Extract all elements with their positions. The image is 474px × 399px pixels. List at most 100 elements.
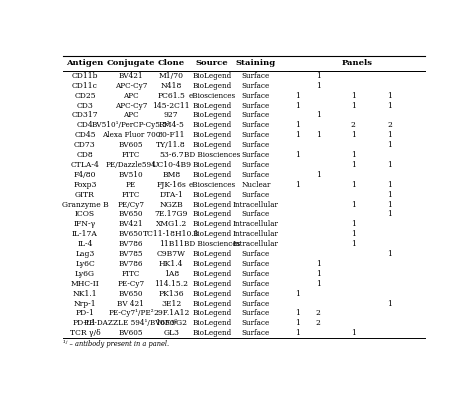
Text: GL3: GL3 [163,329,179,337]
Text: 1: 1 [316,82,321,90]
Text: CD4: CD4 [77,121,93,129]
Text: Surface: Surface [242,260,270,268]
Text: 7E.17G9: 7E.17G9 [155,210,188,219]
Text: NK1.1: NK1.1 [73,290,97,298]
Text: Alexa Fluor 700: Alexa Fluor 700 [102,131,160,139]
Text: Nuclear: Nuclear [241,181,271,189]
Text: BV510: BV510 [118,171,143,179]
Text: BV605: BV605 [118,141,143,149]
Text: BioLegend: BioLegend [192,230,231,238]
Text: Intracellular: Intracellular [233,201,279,209]
Text: 2: 2 [351,121,356,129]
Text: 53-6.7: 53-6.7 [159,151,183,159]
Text: BV 421: BV 421 [118,300,144,308]
Text: 1: 1 [351,151,356,159]
Text: Surface: Surface [242,329,270,337]
Text: 1: 1 [295,319,300,327]
Text: BV510¹/PerCP-Cy5.5²: BV510¹/PerCP-Cy5.5² [91,121,170,129]
Text: BioLegend: BioLegend [192,280,231,288]
Text: Intracellular: Intracellular [233,230,279,238]
Text: TC11-18H10.1: TC11-18H10.1 [143,230,200,238]
Text: 1: 1 [387,102,392,110]
Text: BioLegend: BioLegend [192,141,231,149]
Text: BioLegend: BioLegend [192,121,231,129]
Text: FJK-16s: FJK-16s [156,181,186,189]
Text: Surface: Surface [242,102,270,110]
Text: 1: 1 [351,102,356,110]
Text: 11B11: 11B11 [159,240,184,248]
Text: IFN-γ: IFN-γ [74,220,96,228]
Text: PC61.5: PC61.5 [157,92,185,100]
Text: 927: 927 [164,111,179,119]
Text: BioLegend: BioLegend [192,250,231,258]
Text: Surface: Surface [242,111,270,119]
Text: Foxp3: Foxp3 [73,181,97,189]
Text: 1: 1 [387,300,392,308]
Text: UC10-4B9: UC10-4B9 [151,161,191,169]
Text: C9B7W: C9B7W [157,250,186,258]
Text: 1: 1 [316,72,321,80]
Text: 1: 1 [387,201,392,209]
Text: BioLegend: BioLegend [192,111,231,119]
Text: Surface: Surface [242,210,270,219]
Text: BV421: BV421 [118,220,143,228]
Text: Intracellular: Intracellular [233,220,279,228]
Text: M1/70: M1/70 [159,72,184,80]
Text: PE/Dazzle594: PE/Dazzle594 [106,161,156,169]
Text: BioLegend: BioLegend [192,171,231,179]
Text: BioLegend: BioLegend [192,290,231,298]
Text: Ly6G: Ly6G [75,270,95,278]
Text: Surface: Surface [242,171,270,179]
Text: PE/Cy7: PE/Cy7 [118,201,145,209]
Text: 1: 1 [351,329,356,337]
Text: BioLegend: BioLegend [192,161,231,169]
Text: 1: 1 [316,171,321,179]
Text: 1: 1 [351,92,356,100]
Text: Surface: Surface [242,310,270,318]
Text: 1: 1 [316,260,321,268]
Text: Ly6C: Ly6C [75,260,95,268]
Text: 1: 1 [387,92,392,100]
Text: Surface: Surface [242,151,270,159]
Text: BD Biosciences: BD Biosciences [183,240,240,248]
Text: HK1.4: HK1.4 [159,260,183,268]
Text: Surface: Surface [242,191,270,199]
Text: 1: 1 [387,131,392,139]
Text: BioLegend: BioLegend [192,260,231,268]
Text: Surface: Surface [242,290,270,298]
Text: FITC: FITC [122,191,140,199]
Text: Surface: Surface [242,161,270,169]
Text: PE-Cy7: PE-Cy7 [118,280,145,288]
Text: 1: 1 [295,92,300,100]
Text: 1: 1 [387,191,392,199]
Text: 1: 1 [387,141,392,149]
Text: BM8: BM8 [162,171,181,179]
Text: 1: 1 [316,270,321,278]
Text: 114.15.2: 114.15.2 [155,280,188,288]
Text: BioLegend: BioLegend [192,310,231,318]
Text: 1: 1 [316,131,321,139]
Text: RM4-5: RM4-5 [158,121,184,129]
Text: 2: 2 [316,310,321,318]
Text: Surface: Surface [242,131,270,139]
Text: 1: 1 [295,121,300,129]
Text: 1: 1 [387,210,392,219]
Text: N418: N418 [161,82,182,90]
Text: 1A8: 1A8 [164,270,179,278]
Text: 1: 1 [295,310,300,318]
Text: 2: 2 [387,121,392,129]
Text: TCR γ/δ: TCR γ/δ [70,329,100,337]
Text: PD-1: PD-1 [75,310,94,318]
Text: 1: 1 [351,230,356,238]
Text: Source: Source [195,59,228,67]
Text: MHC-II: MHC-II [71,280,100,288]
Text: BioLegend: BioLegend [192,329,231,337]
Text: Surface: Surface [242,319,270,327]
Text: ICOS: ICOS [75,210,95,219]
Text: CD25: CD25 [74,92,96,100]
Text: 1: 1 [295,290,300,298]
Text: PE-DAZZLE 594¹/BV650²: PE-DAZZLE 594¹/BV650² [84,319,177,327]
Text: Antigen: Antigen [66,59,104,67]
Text: DTA-1: DTA-1 [159,191,183,199]
Text: BioLegend: BioLegend [192,210,231,219]
